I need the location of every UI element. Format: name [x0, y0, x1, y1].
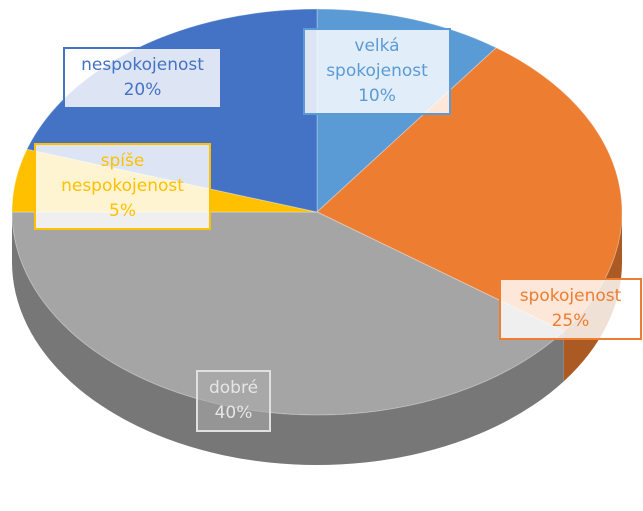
value-label: 25% — [551, 311, 590, 331]
category-label: dobré — [208, 378, 259, 398]
data-label: velká spokojenost 10% — [303, 28, 451, 115]
data-label: nespokojenost 20% — [63, 47, 222, 109]
value-label: 20% — [123, 80, 162, 100]
value-label: 5% — [109, 201, 136, 221]
category-label: nespokojenost — [81, 55, 204, 75]
data-label: dobré 40% — [196, 370, 271, 432]
data-label: spíše nespokojenost 5% — [34, 143, 211, 230]
data-label: spokojenost 25% — [499, 278, 642, 340]
value-label: 10% — [358, 86, 396, 106]
category-label: spokojenost — [519, 286, 622, 306]
value-label: 40% — [214, 403, 253, 423]
category-label: velká spokojenost — [326, 36, 428, 81]
slice-side — [12, 212, 564, 465]
category-label: spíše nespokojenost — [61, 151, 184, 196]
